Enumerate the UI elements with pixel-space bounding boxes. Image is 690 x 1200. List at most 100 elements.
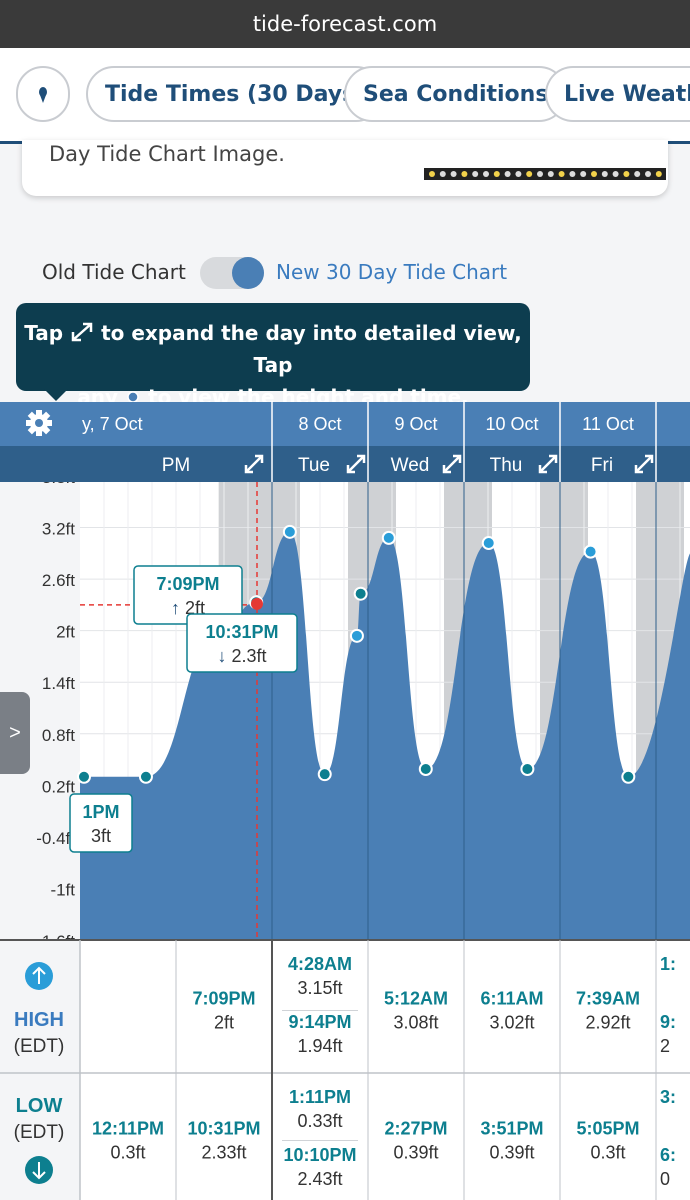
- tooltip-line1: to expand the day into detailed view, Ta…: [101, 321, 522, 377]
- tide-point[interactable]: [317, 767, 332, 782]
- thumb-dot: [612, 171, 619, 177]
- high-height: 3.02ft: [489, 1013, 534, 1033]
- thumb-dot: [483, 171, 489, 177]
- low-height: 0.3ft: [110, 1143, 145, 1163]
- tide-point[interactable]: [520, 762, 535, 777]
- low-time: 1:11PM: [289, 1087, 351, 1107]
- low-height: 0: [660, 1169, 670, 1189]
- day-date-label: 11 Oct: [582, 414, 634, 434]
- tide-point[interactable]: [381, 530, 396, 545]
- thumb-dot: [580, 171, 587, 177]
- expand-day-icon[interactable]: [442, 454, 462, 474]
- url-bar[interactable]: tide-forecast.com: [0, 0, 690, 48]
- low-height: 0.39ft: [393, 1143, 438, 1163]
- expand-day-icon[interactable]: [538, 454, 558, 474]
- expand-day-icon[interactable]: [346, 454, 366, 474]
- y-tick-label: 0.8ft: [42, 726, 75, 745]
- tab-tide-times[interactable]: Tide Times (30 Days): [86, 66, 385, 122]
- chart-toggle-switch[interactable]: [200, 257, 264, 289]
- tide-point[interactable]: [481, 536, 496, 551]
- down-arrow: [32, 1162, 46, 1180]
- tide-point[interactable]: [621, 769, 636, 784]
- tooltip-tap: Tap: [24, 321, 64, 345]
- location-pin-button[interactable]: [16, 66, 70, 122]
- tide-chart-thumbnail[interactable]: [424, 140, 666, 182]
- low-height: 0.33ft: [297, 1111, 342, 1131]
- tide-point[interactable]: [77, 769, 91, 784]
- high-height: 2ft: [214, 1013, 234, 1033]
- sidebar-expand-tab[interactable]: >: [0, 692, 30, 774]
- new-chart-label[interactable]: New 30 Day Tide Chart: [276, 260, 508, 284]
- thumb-dot: [504, 171, 511, 177]
- location-pin-icon: [39, 87, 47, 103]
- tide-callout[interactable]: 10:31PM ↓ 2.3ft: [186, 613, 298, 673]
- day-weekday-label: Fri: [591, 455, 613, 476]
- high-height: 3.08ft: [393, 1013, 438, 1033]
- callout-box: [186, 613, 298, 673]
- thumb-dot: [537, 171, 543, 177]
- tab-sea-conditions[interactable]: Sea Conditions: [344, 66, 568, 122]
- day-date-label: 9 Oct: [394, 414, 437, 434]
- day-weekday-label: Wed: [391, 455, 430, 476]
- high-time: 9:: [660, 1012, 676, 1032]
- low-time: 3:51PM: [480, 1119, 543, 1139]
- now-marker: [251, 597, 263, 610]
- thumb-dot: [461, 171, 468, 177]
- tide-point[interactable]: [353, 586, 368, 601]
- toggle-knob: [232, 257, 264, 289]
- tooltip-arrow: [44, 389, 68, 401]
- low-time: 6:: [660, 1145, 676, 1165]
- tide-point[interactable]: [138, 769, 153, 784]
- gear-tooth: [36, 410, 42, 417]
- high-row-label: HIGH (EDT): [14, 962, 65, 1057]
- tide-chart: 3.8ft3.2ft2.6ft2ft1.4ft0.8ft0.2ft-0.4ft-…: [0, 402, 690, 1200]
- gear-hole: [35, 419, 43, 427]
- thumb-dot: [493, 171, 500, 177]
- callout-height: 3ft: [91, 826, 111, 846]
- day-weekday-label: Thu: [490, 455, 523, 476]
- high-tz-label: (EDT): [14, 1036, 65, 1057]
- y-tick-label: 3.2ft: [42, 520, 75, 539]
- low-time: 10:10PM: [283, 1145, 356, 1165]
- callout-time: 7:09PM: [156, 574, 219, 594]
- tide-callout[interactable]: 7:09PM ↑ 2ft: [133, 565, 243, 625]
- settings-cell-lower: [0, 446, 80, 482]
- thumb-dot: [515, 171, 522, 177]
- low-label: LOW: [16, 1095, 63, 1117]
- thumb-dot: [558, 171, 565, 177]
- thumb-dot: [655, 171, 662, 177]
- low-time: 10:31PM: [187, 1119, 260, 1139]
- tide-point[interactable]: [583, 544, 598, 559]
- callout-height: ↑ 2ft: [171, 598, 205, 618]
- old-chart-label[interactable]: Old Tide Chart: [42, 260, 186, 284]
- tide-point[interactable]: [282, 524, 297, 539]
- gear-icon[interactable]: [26, 410, 52, 436]
- expand-icon: [71, 322, 93, 342]
- low-time: 3:: [660, 1087, 676, 1107]
- expand-arrows: [244, 454, 264, 474]
- high-height: 2.92ft: [585, 1013, 630, 1033]
- low-time: 5:05PM: [576, 1119, 639, 1139]
- tide-point[interactable]: [349, 628, 364, 643]
- y-tick-label: 1.4ft: [42, 674, 75, 693]
- expand-day-icon[interactable]: [634, 454, 654, 474]
- expand-day-icon[interactable]: [244, 454, 264, 474]
- y-tick-label: -1ft: [50, 880, 75, 899]
- day-date-label: y, 7 Oct: [82, 414, 143, 434]
- low-time: 12:11PM: [92, 1119, 164, 1139]
- tab-live-weather-label: Live Weath: [564, 81, 690, 107]
- callout-time: 1PM: [82, 802, 119, 822]
- tide-point[interactable]: [418, 762, 433, 777]
- day-date-label: 10 Oct: [485, 414, 538, 434]
- y-tick-label: 0.2ft: [42, 777, 75, 796]
- gear-tooth: [36, 429, 42, 436]
- callout-time: 10:31PM: [205, 622, 278, 642]
- nav-strip: Tide Times (30 Days) Sea Conditions Live…: [0, 48, 690, 144]
- day-weekday-label: Tue: [298, 455, 330, 476]
- low-height: 2.33ft: [201, 1143, 246, 1163]
- low-time: 2:27PM: [384, 1119, 447, 1139]
- tab-live-weather[interactable]: Live Weath: [545, 66, 690, 122]
- thumb-dot: [439, 171, 446, 177]
- y-tick-label: 2ft: [56, 623, 75, 642]
